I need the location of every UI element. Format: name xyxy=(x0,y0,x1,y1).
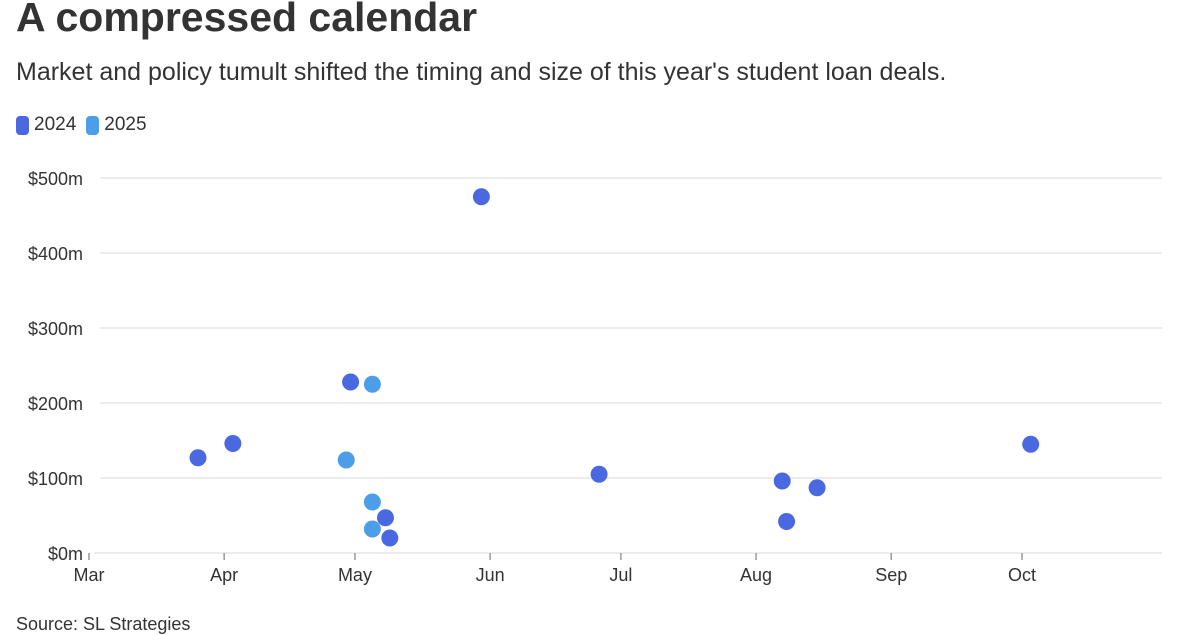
y-tick-label: $100m xyxy=(28,469,83,489)
legend-item-2024[interactable]: 2024 xyxy=(16,114,76,136)
legend-label-2024: 2024 xyxy=(34,114,77,135)
x-axis xyxy=(88,552,1162,560)
legend: 2024 2025 xyxy=(16,114,147,136)
data-point-2024[interactable] xyxy=(224,435,242,452)
y-tick-labels: $0m $100m $200m $300m $400m $500m xyxy=(28,169,83,564)
x-tick-label: Jun xyxy=(476,565,505,585)
x-tick-label: Jul xyxy=(609,565,632,585)
legend-swatch-2025 xyxy=(86,115,100,135)
y-tick-label: $500m xyxy=(28,169,83,189)
legend-label-2025: 2025 xyxy=(104,114,147,135)
data-point-2024[interactable] xyxy=(189,449,207,467)
chart-title: A compressed calendar xyxy=(16,0,478,40)
data-point-2024[interactable] xyxy=(342,373,360,391)
data-point-2024[interactable] xyxy=(1022,435,1040,453)
x-tick-label: Aug xyxy=(740,565,772,585)
data-point-2025[interactable] xyxy=(337,451,355,469)
x-tick-label: Mar xyxy=(74,565,105,585)
scatter-chart: $0m $100m $200m $300m $400m $500m Mar Apr May Ju… xyxy=(28,169,1162,585)
data-point-2025[interactable] xyxy=(363,493,381,511)
data-point-2024[interactable] xyxy=(773,472,791,490)
x-tick-label: May xyxy=(338,565,372,585)
data-point-2025[interactable] xyxy=(363,520,381,538)
legend-item-2025[interactable]: 2025 xyxy=(86,114,147,136)
data-points xyxy=(189,188,1040,547)
x-tick-label: Sep xyxy=(875,565,907,585)
data-point-2024[interactable] xyxy=(472,188,490,206)
data-point-2024[interactable] xyxy=(590,465,608,483)
x-tick-label: Oct xyxy=(1008,565,1036,585)
y-tick-label: $300m xyxy=(28,319,83,339)
x-tick-label: Apr xyxy=(210,565,238,585)
y-gridlines xyxy=(100,177,1162,479)
y-tick-label: $400m xyxy=(28,244,83,264)
y-tick-label: $0m xyxy=(48,544,83,564)
legend-swatch-2024 xyxy=(16,115,29,135)
y-tick-label: $200m xyxy=(28,394,83,414)
data-point-2024[interactable] xyxy=(778,513,796,530)
data-point-2024[interactable] xyxy=(381,529,399,547)
x-tick-labels: Mar Apr May Jun Jul Aug Sep Oct xyxy=(74,565,1037,585)
data-point-2025[interactable] xyxy=(363,375,381,393)
chart-subtitle: Market and policy tumult shifted the tim… xyxy=(16,58,947,86)
data-point-2024[interactable] xyxy=(376,509,394,527)
data-point-2024[interactable] xyxy=(808,479,826,497)
source-note: Source: SL Strategies xyxy=(16,614,191,634)
